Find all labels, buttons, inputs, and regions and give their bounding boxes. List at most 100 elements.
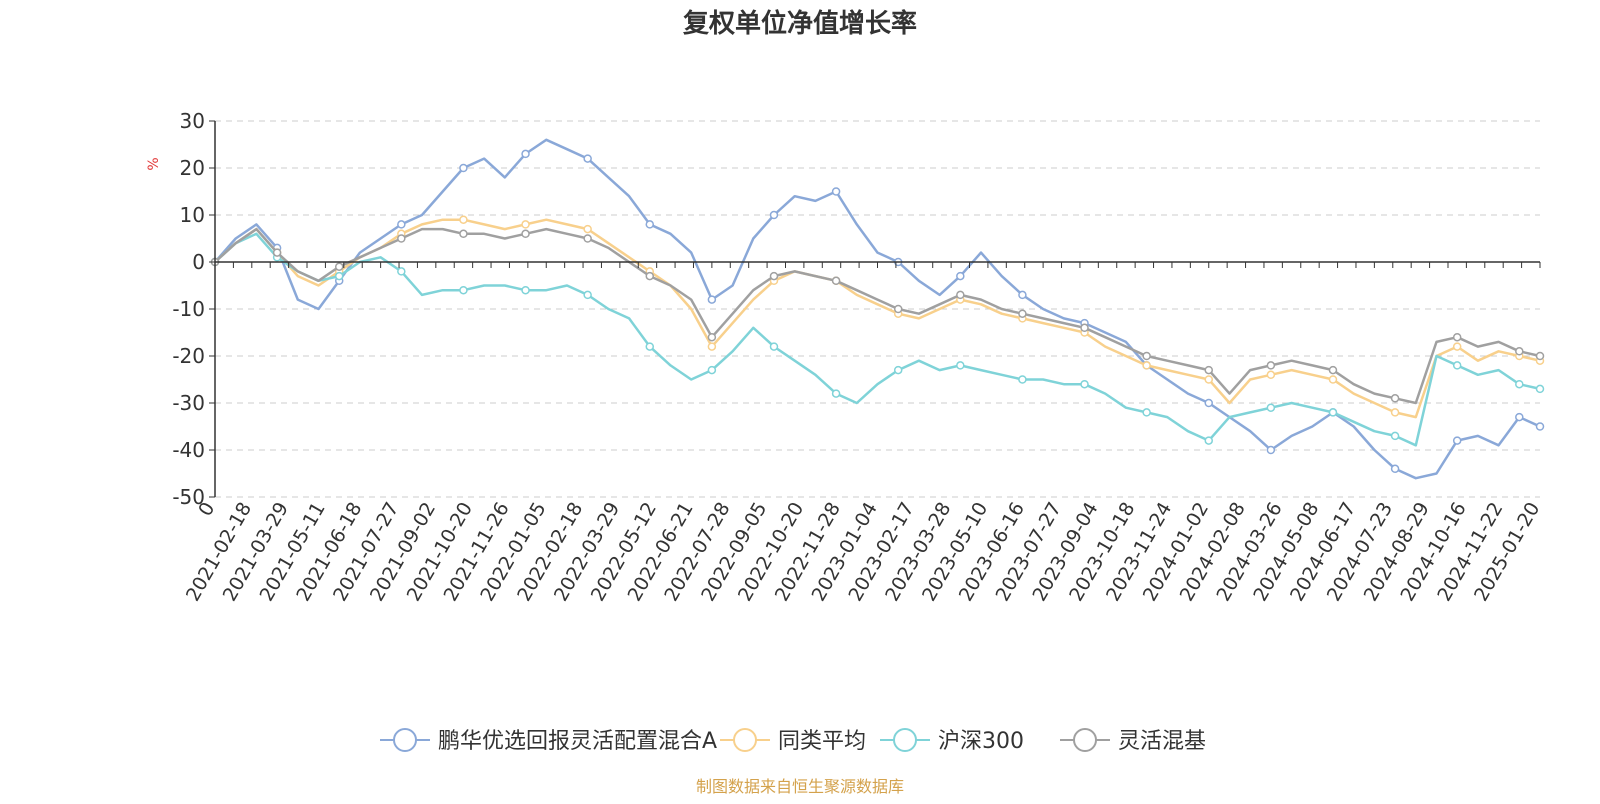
series-point bbox=[1266, 403, 1276, 412]
series-point bbox=[831, 389, 841, 398]
grid-layer bbox=[215, 120, 1540, 498]
legend-label: 灵活混基 bbox=[1118, 729, 1206, 754]
series-point bbox=[1266, 445, 1276, 455]
series-point bbox=[521, 285, 530, 295]
series-point bbox=[459, 229, 468, 239]
series-point bbox=[1080, 323, 1089, 333]
chart-title: 复权单位净值增长率 bbox=[683, 8, 917, 39]
series-1 bbox=[210, 215, 1545, 419]
axis-layer: 3020100-10-20-30-40-5002021-02-182021-03… bbox=[172, 109, 1544, 605]
y-tick-label: -30 bbox=[172, 391, 205, 415]
series-point bbox=[1018, 290, 1027, 300]
legend-item[interactable]: 同类平均 bbox=[720, 728, 866, 754]
y-tick-label: 20 bbox=[180, 156, 205, 180]
series-point bbox=[1452, 361, 1462, 370]
series-point bbox=[334, 262, 344, 271]
series-point bbox=[459, 285, 468, 295]
series-line bbox=[214, 138, 1541, 480]
series-point bbox=[1204, 398, 1213, 408]
series-point bbox=[831, 187, 841, 196]
series-line bbox=[214, 218, 1541, 419]
legend-marker-icon bbox=[393, 728, 417, 752]
series-point bbox=[1266, 370, 1276, 380]
series-point bbox=[583, 224, 592, 234]
series-point bbox=[1515, 379, 1524, 389]
legend-marker-icon bbox=[1073, 728, 1097, 752]
y-tick-label: -10 bbox=[172, 297, 205, 321]
legend-marker-icon bbox=[733, 728, 757, 752]
series-point bbox=[521, 149, 530, 159]
series-point bbox=[1328, 365, 1338, 375]
series-point bbox=[1535, 384, 1545, 394]
series-point bbox=[583, 290, 592, 300]
series-point bbox=[645, 342, 655, 351]
series-point bbox=[769, 210, 779, 220]
series-point bbox=[334, 271, 344, 281]
series-point bbox=[645, 220, 655, 229]
series-point bbox=[1204, 375, 1213, 384]
legend-item[interactable]: 沪深300 bbox=[880, 728, 1024, 754]
series-point bbox=[1390, 431, 1400, 441]
series-point bbox=[583, 154, 592, 163]
series-point bbox=[1515, 347, 1524, 356]
series-point bbox=[893, 304, 903, 314]
series-2 bbox=[210, 232, 1545, 447]
series-point bbox=[769, 271, 779, 281]
series-point bbox=[769, 342, 779, 351]
series-point bbox=[272, 248, 282, 257]
legend: 鹏华优选回报灵活配置混合A 同类平均 沪深300 灵活混基 bbox=[380, 728, 1206, 754]
series-point bbox=[1018, 309, 1027, 318]
legend-item[interactable]: 鹏华优选回报灵活配置混合A bbox=[380, 728, 717, 754]
series-point bbox=[1535, 422, 1545, 431]
series-point bbox=[956, 271, 965, 281]
x-tick-label: 0 bbox=[194, 499, 219, 520]
series-point bbox=[583, 234, 592, 243]
series-point bbox=[1452, 436, 1462, 445]
series-point bbox=[707, 365, 717, 375]
source-note: 制图数据来自恒生聚源数据库 bbox=[696, 777, 904, 796]
series-3 bbox=[210, 227, 1545, 405]
y-tick-label: 10 bbox=[180, 203, 205, 227]
series-layer bbox=[210, 138, 1545, 480]
series-point bbox=[1390, 394, 1400, 403]
series-point bbox=[397, 234, 406, 243]
series-point bbox=[1390, 464, 1400, 474]
series-point bbox=[1266, 361, 1276, 370]
series-point bbox=[1142, 361, 1151, 370]
series-point bbox=[521, 229, 530, 239]
series-point bbox=[397, 220, 406, 229]
series-point bbox=[459, 163, 468, 173]
legend-item[interactable]: 灵活混基 bbox=[1060, 728, 1206, 754]
series-point bbox=[1452, 342, 1462, 351]
y-tick-label: 0 bbox=[192, 250, 205, 274]
series-point bbox=[1080, 379, 1089, 389]
legend-label: 鹏华优选回报灵活配置混合A bbox=[438, 729, 717, 754]
series-point bbox=[893, 365, 903, 375]
legend-label: 同类平均 bbox=[778, 729, 866, 754]
series-point bbox=[1515, 412, 1524, 422]
legend-label: 沪深300 bbox=[938, 729, 1024, 754]
y-tick-label: -20 bbox=[172, 344, 205, 368]
series-point bbox=[397, 267, 406, 276]
series-point bbox=[707, 295, 717, 304]
series-point bbox=[1390, 408, 1400, 417]
series-point bbox=[956, 361, 965, 370]
series-point bbox=[1204, 436, 1213, 445]
y-axis-label: % bbox=[146, 157, 162, 170]
series-point bbox=[1328, 375, 1338, 384]
series-line bbox=[214, 227, 1541, 405]
series-point bbox=[707, 332, 717, 342]
series-point bbox=[1535, 351, 1545, 361]
legend-marker-icon bbox=[893, 728, 917, 752]
series-point bbox=[1452, 332, 1462, 342]
y-tick-label: 30 bbox=[180, 109, 205, 133]
series-point bbox=[1204, 365, 1213, 375]
series-point bbox=[831, 276, 841, 286]
series-line bbox=[214, 232, 1541, 447]
series-point bbox=[1142, 408, 1151, 417]
y-tick-label: -50 bbox=[172, 485, 205, 509]
series-point bbox=[1142, 351, 1151, 361]
series-point bbox=[645, 271, 655, 281]
